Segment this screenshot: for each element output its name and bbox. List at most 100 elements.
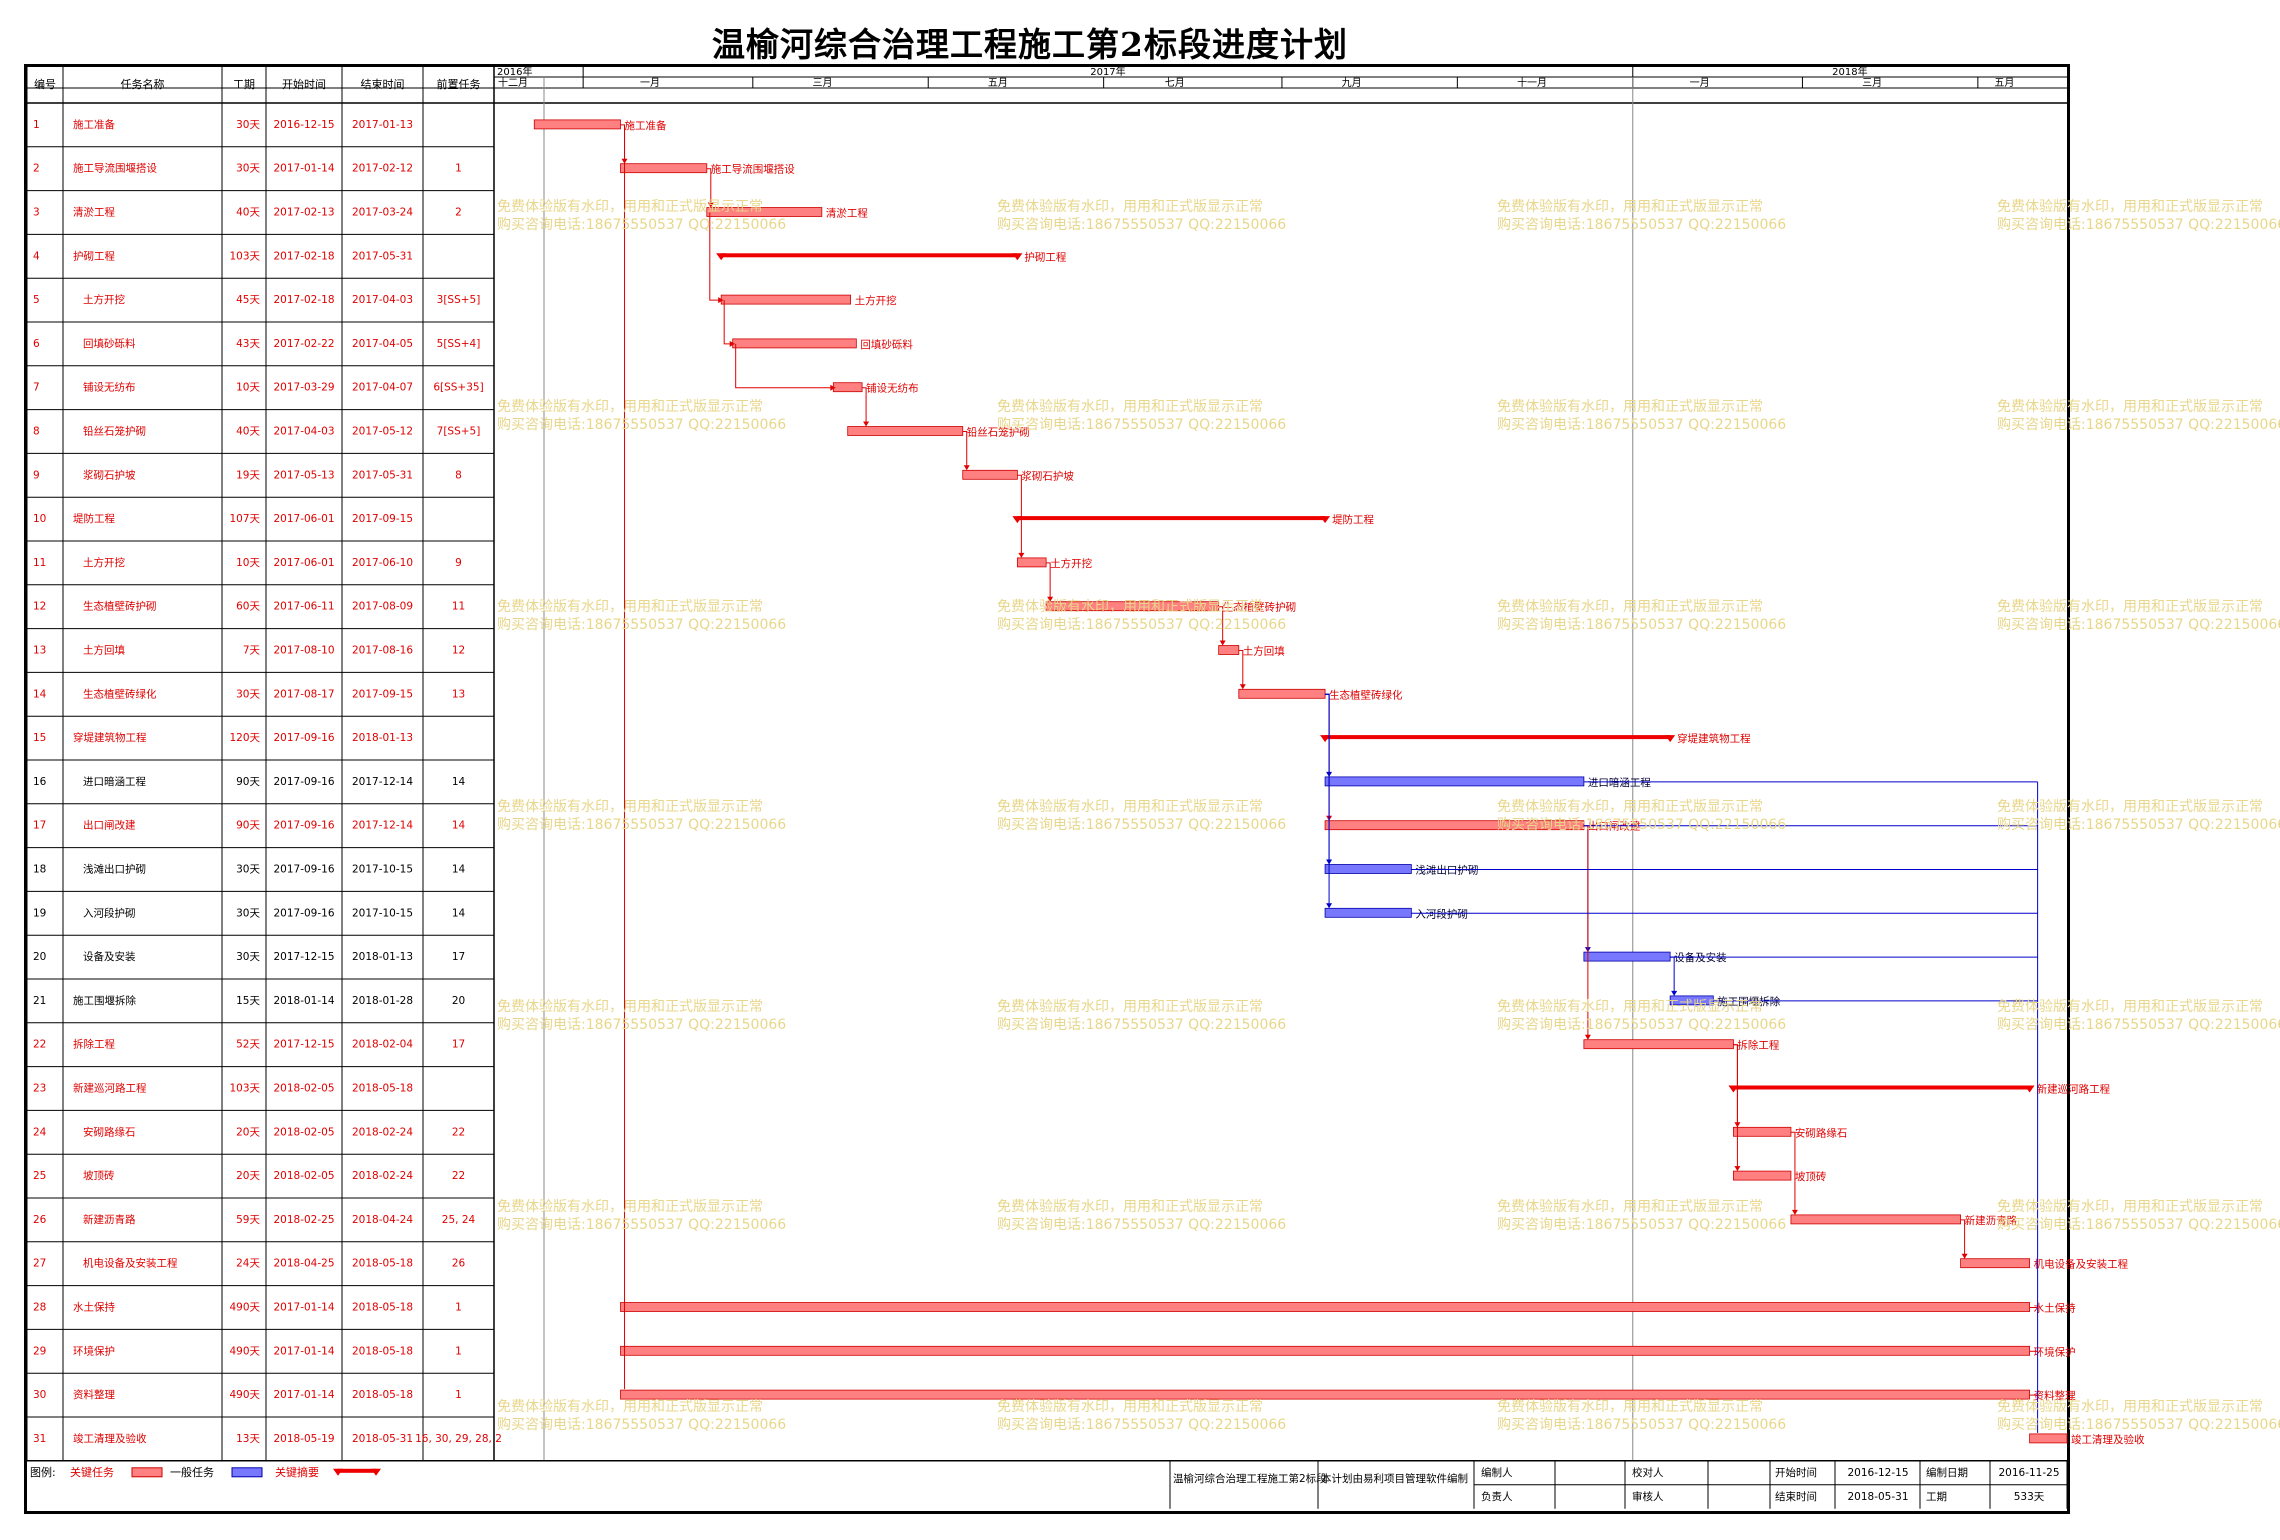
task-bar	[533, 119, 621, 130]
task-bar	[706, 207, 823, 217]
task-bar	[620, 1389, 2031, 1400]
task-duration: 30天	[236, 907, 260, 919]
task-id: 1	[33, 119, 40, 131]
dependency-arrow	[718, 297, 724, 304]
task-start: 2017-09-16	[273, 864, 334, 876]
task-start: 2018-02-05	[273, 1170, 334, 1182]
footer-duration-value: 533天	[2014, 1491, 2045, 1503]
task-pred: 9	[455, 557, 462, 569]
summary-bar	[1325, 735, 1671, 740]
task-id: 18	[33, 864, 46, 876]
task-end: 2017-08-09	[352, 601, 413, 613]
task-start: 2017-01-14	[273, 163, 334, 175]
footer-duration-label: 工期	[1926, 1491, 1947, 1503]
task-start: 2017-09-16	[273, 820, 334, 832]
task-pred: 25, 24	[442, 1214, 476, 1226]
task-start: 2017-05-13	[273, 469, 334, 481]
task-end: 2018-05-18	[352, 1302, 413, 1314]
task-pred: 22	[452, 1170, 465, 1182]
task-name: 安砌路缘石	[83, 1125, 136, 1138]
task-id: 23	[33, 1083, 46, 1095]
bar-label: 资料整理	[2034, 1389, 2076, 1402]
column-header-name: 任务名称	[121, 77, 165, 91]
column-header-duration: 工期	[233, 78, 255, 91]
task-end: 2017-09-15	[352, 688, 413, 700]
task-pred: 5[SS+4]	[437, 338, 481, 350]
task-bar	[1733, 1170, 1792, 1181]
year-label: 2016年	[497, 65, 532, 78]
task-pred: 1	[455, 163, 462, 175]
task-id: 11	[33, 557, 46, 569]
task-name: 浅滩出口护砌	[83, 863, 146, 876]
task-pred: 12	[452, 645, 465, 657]
task-start: 2017-02-22	[273, 338, 334, 350]
task-duration: 60天	[236, 601, 260, 613]
dependency-arrow	[1047, 596, 1054, 602]
year-label: 2018年	[1832, 65, 1867, 78]
task-id: 22	[33, 1039, 46, 1051]
task-pred: 11	[452, 601, 465, 613]
task-pred: 7[SS+5]	[437, 426, 481, 438]
task-pred: 8	[455, 469, 462, 481]
footer-date-label: 编制日期	[1926, 1466, 1968, 1479]
task-duration: 490天	[229, 1345, 260, 1357]
footer-start-label: 开始时间	[1775, 1466, 1817, 1479]
task-start: 2018-02-05	[273, 1126, 334, 1138]
dependency-line	[1325, 693, 1330, 820]
task-bar	[620, 1345, 2031, 1356]
task-duration: 40天	[236, 426, 260, 438]
task-name: 新建沥青路	[83, 1213, 136, 1226]
task-name: 机电设备及安装工程	[83, 1257, 178, 1270]
task-duration: 20天	[236, 1170, 260, 1182]
footer-reviewer-label: 校对人	[1632, 1466, 1664, 1479]
task-pred: 3[SS+5]	[437, 294, 481, 306]
bar-label: 回填砂砾料	[860, 338, 913, 351]
task-end: 2017-04-03	[352, 294, 413, 306]
task-bar	[1669, 995, 1714, 1006]
task-end: 2017-08-16	[352, 645, 413, 657]
task-name: 清淤工程	[73, 206, 115, 219]
task-start: 2018-02-25	[273, 1214, 334, 1226]
dependency-arrow	[1961, 1253, 1968, 1259]
task-bar	[1218, 645, 1240, 655]
task-id: 26	[33, 1214, 47, 1226]
task-end: 2017-05-31	[352, 469, 413, 481]
task-id: 13	[33, 645, 46, 657]
task-bar	[732, 338, 857, 349]
bar-label: 穿堤建筑物工程	[1677, 732, 1751, 745]
dependency-line	[706, 168, 712, 207]
task-name: 入河段护砌	[83, 906, 136, 919]
dependency-line	[1218, 606, 1224, 645]
dependency-line	[735, 343, 836, 389]
task-duration: 90天	[236, 776, 260, 788]
footer-approver-label: 审核人	[1632, 1490, 1664, 1503]
legend-summary-marker	[333, 1468, 343, 1476]
footer-project-name: 温榆河综合治理工程施工第2标段	[1173, 1472, 1327, 1485]
task-pred: 22	[452, 1126, 465, 1138]
bar-label: 拆除工程	[1737, 1039, 1779, 1052]
task-id: 19	[33, 907, 46, 919]
task-duration: 30天	[236, 864, 260, 876]
task-end: 2017-12-14	[352, 776, 413, 788]
task-start: 2017-06-01	[273, 513, 334, 525]
task-bar	[1324, 776, 1585, 787]
task-end: 2018-04-24	[352, 1214, 413, 1226]
task-pred: 14	[452, 820, 466, 832]
bar-label: 清淤工程	[826, 207, 868, 220]
task-pred: 14	[452, 907, 466, 919]
task-duration: 45天	[236, 294, 260, 306]
bar-label: 土方开挖	[855, 294, 897, 307]
footer-start-value: 2016-12-15	[1847, 1467, 1908, 1479]
bar-label: 施工准备	[625, 119, 667, 132]
task-start: 2017-08-10	[273, 645, 334, 657]
task-name: 回填砂砾料	[83, 337, 136, 350]
task-id: 3	[33, 207, 40, 219]
summary-bar-start-marker	[1012, 516, 1023, 524]
task-bar	[1324, 820, 1585, 831]
task-name: 竣工清理及验收	[73, 1432, 147, 1445]
task-duration: 20天	[236, 1126, 260, 1138]
bar-label: 环境保护	[2034, 1345, 2076, 1358]
task-name: 堤防工程	[73, 512, 115, 525]
bar-label: 竣工清理及验收	[2071, 1433, 2145, 1446]
summary-bar-start-marker	[1728, 1085, 1739, 1093]
